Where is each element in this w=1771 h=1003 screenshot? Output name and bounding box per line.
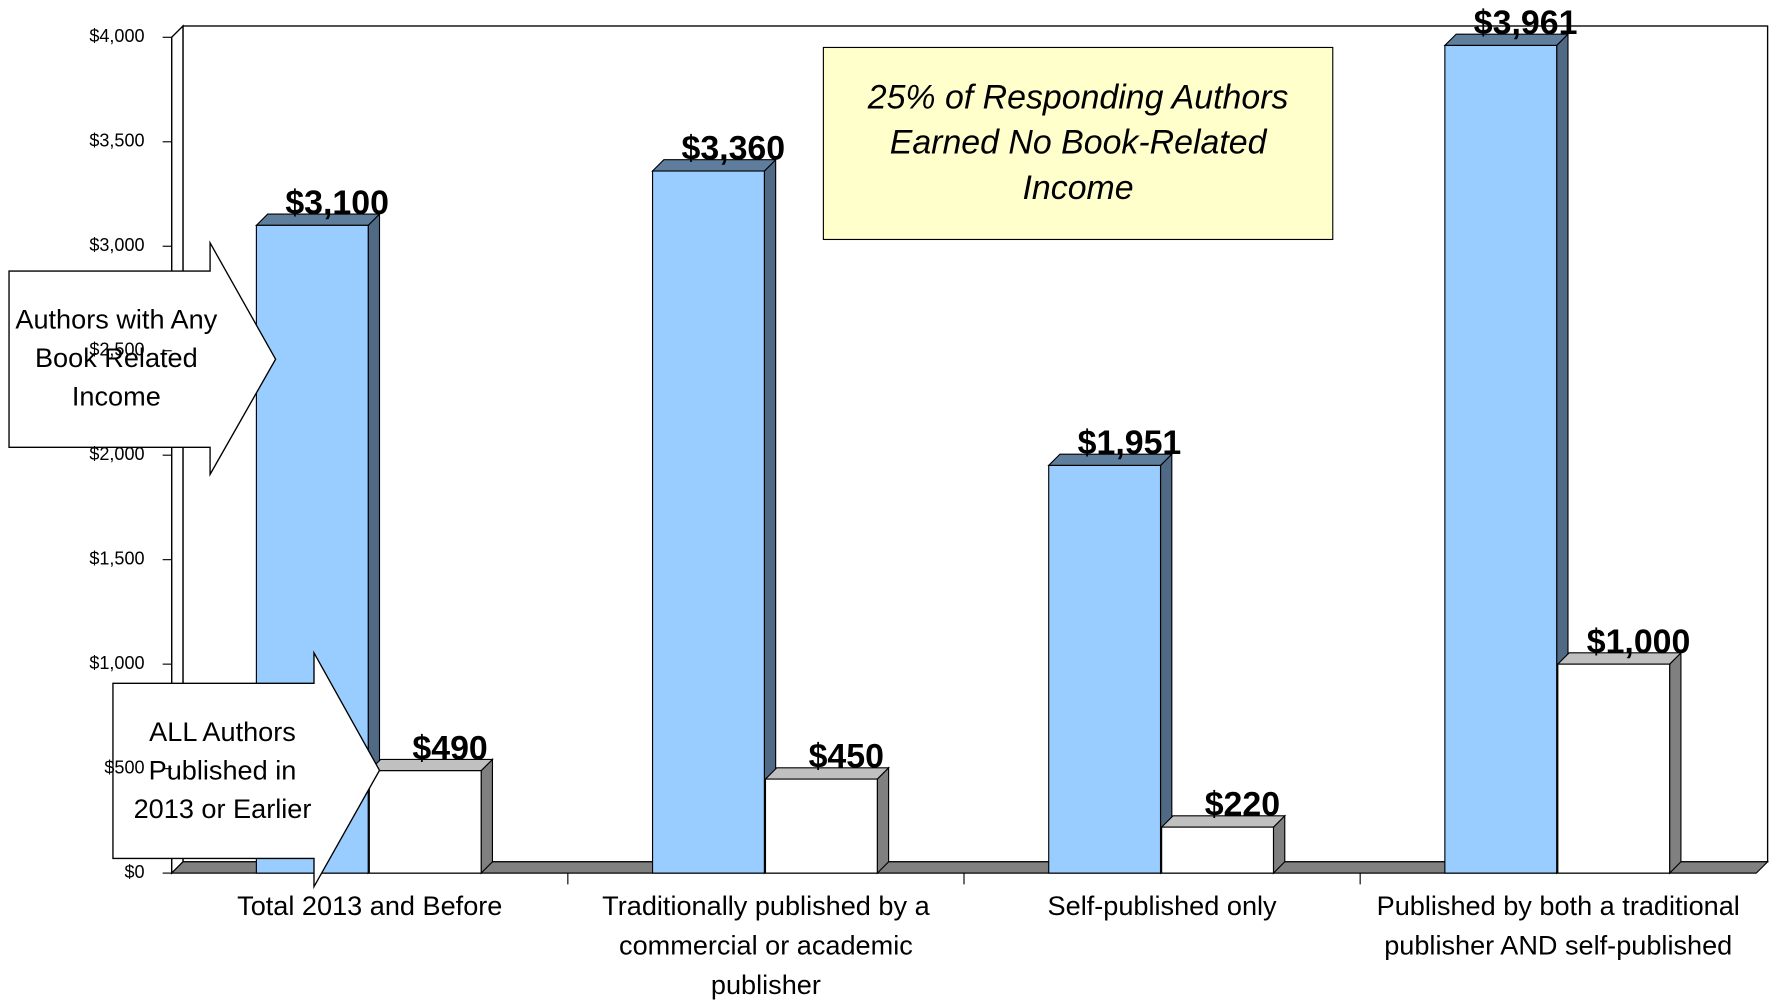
value-label: $1,000 xyxy=(1587,623,1691,661)
value-label: $220 xyxy=(1205,786,1280,824)
bar xyxy=(1048,464,1162,874)
bar xyxy=(1557,663,1671,874)
y-tick-label: $0 xyxy=(124,862,144,882)
x-tick-label-box: Traditionally published by a commercial … xyxy=(602,891,930,1001)
x-tick-label: Total 2013 and Before xyxy=(237,891,503,922)
annotation-box xyxy=(822,46,1334,241)
y-tick-label: $3,500 xyxy=(89,131,144,151)
annotation: 25% of Responding Authors Earned No Book… xyxy=(867,79,1289,207)
bar-side xyxy=(1669,651,1682,875)
value-label: $490 xyxy=(412,729,487,767)
value-label: $3,100 xyxy=(285,184,389,222)
y-tick-label: $3,000 xyxy=(89,235,144,255)
x-tick-label: Traditionally published by a commercial … xyxy=(602,891,930,1001)
y-tick-label: $2,000 xyxy=(89,444,144,464)
x-tick-label-box: Self-published only xyxy=(1047,891,1277,922)
x-tick-label-box: Published by both a traditional publishe… xyxy=(1376,891,1740,962)
bar xyxy=(651,170,765,874)
value-label: $3,360 xyxy=(681,130,785,168)
legend-label: ALL Authors Published in 2013 or Earlier xyxy=(133,716,312,824)
y-tick-label: $1,000 xyxy=(89,653,144,673)
bar xyxy=(1444,44,1558,874)
y-tick-label: $2,500 xyxy=(89,339,144,359)
bar xyxy=(1161,826,1275,874)
legend-entry: Authors with Any Book Related Income xyxy=(15,304,218,413)
value-label: $3,961 xyxy=(1474,4,1578,42)
legend-label: Authors with Any Book Related Income xyxy=(15,304,218,413)
y-tick-label: $500 xyxy=(104,757,144,777)
annotation-text: 25% of Responding Authors Earned No Book… xyxy=(867,79,1289,207)
legend-entry: ALL Authors Published in 2013 or Earlier xyxy=(133,716,312,824)
bar xyxy=(368,770,482,874)
value-label: $1,951 xyxy=(1078,424,1182,462)
x-tick-label: Self-published only xyxy=(1047,891,1277,922)
x-tick-label-box: Total 2013 and Before xyxy=(237,891,503,922)
bar-side xyxy=(1159,452,1173,875)
bar xyxy=(764,778,878,874)
y-tick-label: $4,000 xyxy=(89,26,144,46)
bar-side xyxy=(480,758,494,875)
value-label: $450 xyxy=(809,738,884,776)
bar-side xyxy=(763,158,777,875)
legend-callout xyxy=(112,650,381,890)
x-tick-label: Published by both a traditional publishe… xyxy=(1376,891,1740,962)
legend-callout xyxy=(8,240,277,477)
y-tick-label: $1,500 xyxy=(89,548,144,568)
bar-side xyxy=(876,766,890,875)
